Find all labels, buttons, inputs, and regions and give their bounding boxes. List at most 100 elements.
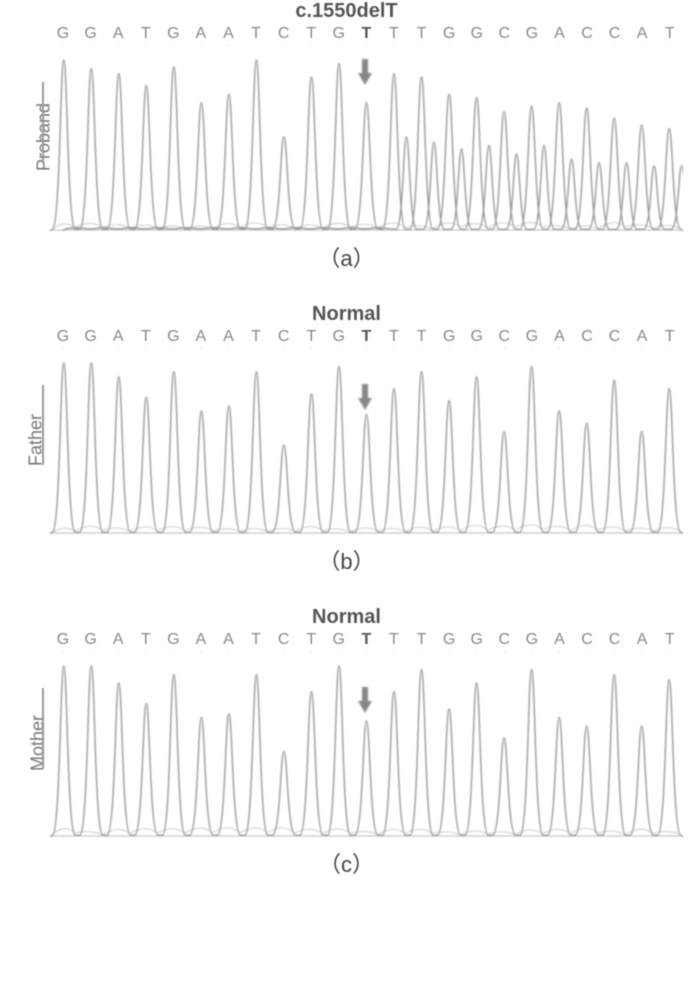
tick-dot: · xyxy=(491,649,517,657)
mutation-arrow-icon xyxy=(358,59,372,85)
sequence-base: A xyxy=(188,328,214,346)
sequence-base: G xyxy=(50,25,76,43)
panel-title: Normal xyxy=(0,606,693,629)
sequence-base: G xyxy=(160,328,186,346)
sequence-base: T xyxy=(298,631,324,649)
tick-dot: · xyxy=(574,649,600,657)
sequence-base: T xyxy=(243,631,269,649)
sequence-base: G xyxy=(78,25,104,43)
mutation-arrow-icon xyxy=(358,687,372,713)
sequence-base: T xyxy=(657,328,683,346)
sequence-base: T xyxy=(381,328,407,346)
sequence-base: G xyxy=(326,631,352,649)
sequence-base: T xyxy=(133,631,159,649)
sequence-base: T xyxy=(353,25,379,43)
panel-caption: （c） xyxy=(0,847,693,879)
sequence-base: A xyxy=(188,631,214,649)
sequence-row: GGATGAATCTGTTTGGCGACCAT xyxy=(0,328,693,346)
tick-dot: · xyxy=(491,43,517,51)
tick-dot: · xyxy=(519,43,545,51)
sequence-base: C xyxy=(602,631,628,649)
tick-dot: · xyxy=(491,346,517,354)
tick-dot: · xyxy=(546,43,572,51)
sequence-base: T xyxy=(657,25,683,43)
tick-dot: · xyxy=(629,43,655,51)
sequence-base: A xyxy=(629,631,655,649)
tick-dot: · xyxy=(326,346,352,354)
sequence-base: G xyxy=(160,25,186,43)
mutation-arrow-icon xyxy=(358,384,372,410)
sequence-base: C xyxy=(574,328,600,346)
sequence-base: C xyxy=(491,328,517,346)
tick-dot: · xyxy=(436,649,462,657)
tick-row: ······················· xyxy=(0,346,693,354)
sequence-base: A xyxy=(215,631,241,649)
sequence-row: GGATGAATCTGTTTGGCGACCAT xyxy=(0,631,693,649)
tick-dot: · xyxy=(188,649,214,657)
tick-dot: · xyxy=(657,43,683,51)
tick-dot: · xyxy=(243,649,269,657)
tick-dot: · xyxy=(243,43,269,51)
tick-dot: · xyxy=(160,43,186,51)
tick-dot: · xyxy=(464,649,490,657)
tick-dot: · xyxy=(546,346,572,354)
panel-proband: c.1550delTGGATGAATCTGTTTGGCGACCAT·······… xyxy=(0,0,693,273)
tick-dot: · xyxy=(602,43,628,51)
sequence-base: A xyxy=(629,328,655,346)
sequence-base: C xyxy=(602,25,628,43)
tick-dot: · xyxy=(353,43,379,51)
tick-dot: · xyxy=(519,649,545,657)
sequence-base: C xyxy=(602,328,628,346)
sequence-base: G xyxy=(436,25,462,43)
panel-father: NormalGGATGAATCTGTTTGGCGACCAT···········… xyxy=(0,303,693,576)
tick-row: ······················· xyxy=(0,43,693,51)
sequence-base: T xyxy=(353,631,379,649)
tick-dot: · xyxy=(78,346,104,354)
sequence-base: T xyxy=(381,631,407,649)
y-axis-tick xyxy=(42,385,44,465)
tick-dot: · xyxy=(160,346,186,354)
tick-dot: · xyxy=(133,43,159,51)
tick-dot: · xyxy=(546,649,572,657)
tick-dot: · xyxy=(105,649,131,657)
sequence-base: G xyxy=(436,631,462,649)
sequence-base: A xyxy=(188,25,214,43)
tick-dot: · xyxy=(602,346,628,354)
sequence-base: G xyxy=(326,328,352,346)
sequence-base: T xyxy=(298,328,324,346)
chromatogram-svg xyxy=(50,354,683,534)
sequence-base: G xyxy=(464,25,490,43)
panel-caption: （a） xyxy=(0,241,693,273)
sequence-base: A xyxy=(215,328,241,346)
sequence-base: T xyxy=(133,25,159,43)
sequence-row: GGATGAATCTGTTTGGCGACCAT xyxy=(0,25,693,43)
tick-dot: · xyxy=(574,346,600,354)
sequence-base: T xyxy=(409,328,435,346)
tick-dot: · xyxy=(133,346,159,354)
chromatogram xyxy=(50,51,683,231)
tick-dot: · xyxy=(188,346,214,354)
sequence-base: T xyxy=(409,25,435,43)
sequence-base: A xyxy=(105,328,131,346)
tick-dot: · xyxy=(353,649,379,657)
tick-dot: · xyxy=(657,346,683,354)
sequence-base: G xyxy=(519,25,545,43)
tick-dot: · xyxy=(271,649,297,657)
sequence-base: A xyxy=(546,631,572,649)
tick-dot: · xyxy=(464,43,490,51)
tick-dot: · xyxy=(574,43,600,51)
sequence-base: T xyxy=(409,631,435,649)
tick-dot: · xyxy=(409,43,435,51)
sequence-base: T xyxy=(353,328,379,346)
sequence-base: A xyxy=(629,25,655,43)
sequence-base: G xyxy=(464,328,490,346)
tick-dot: · xyxy=(78,649,104,657)
tick-dot: · xyxy=(271,346,297,354)
y-axis-tick xyxy=(42,82,44,162)
tick-dot: · xyxy=(464,346,490,354)
tick-dot: · xyxy=(629,649,655,657)
tick-dot: · xyxy=(353,346,379,354)
sequence-base: T xyxy=(133,328,159,346)
sequence-base: G xyxy=(326,25,352,43)
y-axis-label: Mother xyxy=(28,714,49,770)
